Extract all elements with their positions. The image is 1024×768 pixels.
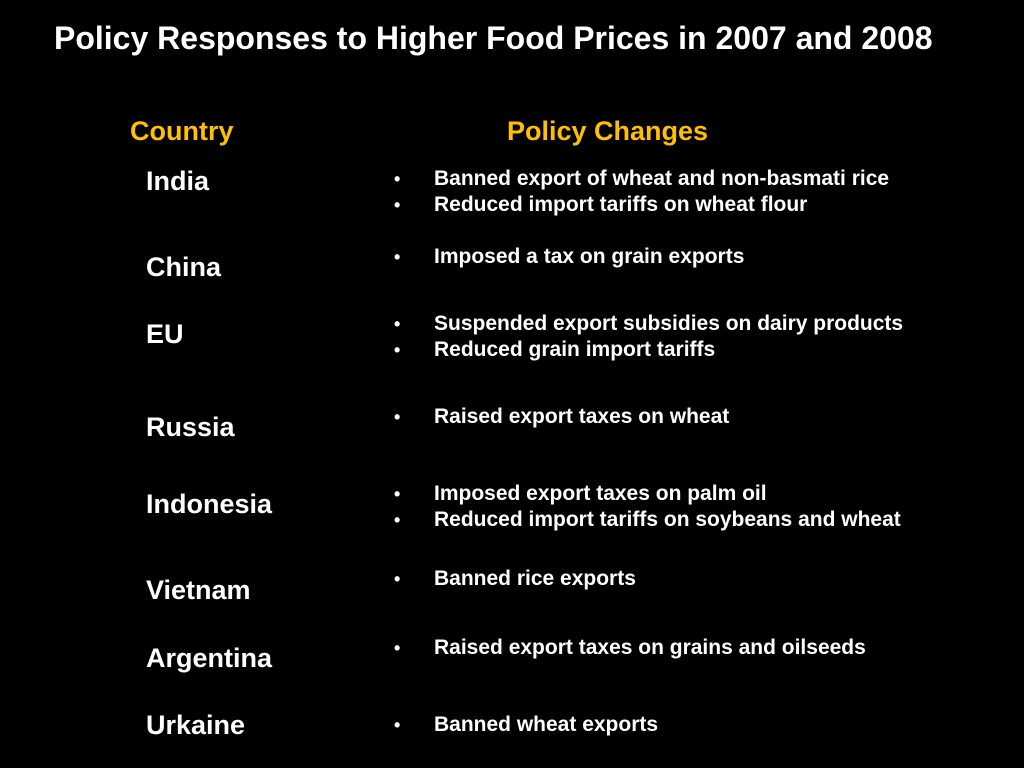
policy-text: Raised export taxes on grains and oilsee… [434,636,866,659]
policy-changes-column-header: Policy Changes [507,116,709,146]
country-name: India [146,166,210,196]
bullet-icon: • [394,247,401,267]
country-name: Russia [146,412,235,442]
policy-list: • Banned export of wheat and non-basmati … [394,166,889,218]
policy-text: Raised export taxes on wheat [434,405,730,428]
policy-item: • Suspended export subsidies on dairy pro… [394,311,903,337]
policy-item: • Banned wheat exports [394,712,658,738]
policy-item: • Reduced import tariffs on wheat flour [394,192,889,218]
bullet-icon: • [394,569,401,589]
policy-list: • Imposed export taxes on palm oil • Reduc… [394,481,901,533]
bullet-icon: • [394,407,401,427]
country-name: China [146,252,222,282]
bullet-icon: • [394,169,401,189]
policy-list: • Imposed a tax on grain exports [394,244,744,270]
policy-list: • Banned wheat exports [394,712,658,738]
policy-text: Banned wheat exports [434,713,659,736]
policy-text: Reduced import tariffs on wheat flour [434,193,808,216]
policy-item: • Raised export taxes on wheat [394,404,729,430]
country-name: Urkaine [146,710,246,740]
country-name: EU [146,319,184,349]
policy-text: Reduced import tariffs on soybeans and w… [434,508,901,531]
policy-list: • Raised export taxes on wheat [394,404,729,430]
bullet-icon: • [394,340,401,360]
slide-title: Policy Responses to Higher Food Prices i… [54,20,933,56]
policy-text: Banned export of wheat and non-basmati r… [434,167,890,190]
bullet-icon: • [394,715,401,735]
policy-list: • Suspended export subsidies on dairy pro… [394,311,903,363]
bullet-icon: • [394,314,401,334]
bullet-icon: • [394,638,401,658]
bullet-icon: • [394,510,401,530]
bullet-icon: • [394,484,401,504]
policy-text: Reduced grain import tariffs [434,338,716,361]
country-name: Indonesia [146,489,273,519]
country-name: Vietnam [146,575,251,605]
country-name: Argentina [146,643,273,673]
bullet-icon: • [394,195,401,215]
policy-item: • Reduced import tariffs on soybeans and … [394,507,901,533]
policy-item: • Banned export of wheat and non-basmati … [394,166,889,192]
policy-item: • Imposed a tax on grain exports [394,244,744,270]
policy-list: • Raised export taxes on grains and oilse… [394,635,866,661]
policy-text: Imposed a tax on grain exports [434,245,745,268]
policy-item: • Imposed export taxes on palm oil [394,481,901,507]
policy-item: • Reduced grain import tariffs [394,337,903,363]
policy-item: • Raised export taxes on grains and oilse… [394,635,866,661]
policy-text: Suspended export subsidies on dairy prod… [434,312,904,335]
policy-text: Imposed export taxes on palm oil [434,482,767,505]
policy-text: Banned rice exports [434,567,636,590]
country-column-header: Country [130,116,234,146]
policy-item: • Banned rice exports [394,566,636,592]
policy-list: • Banned rice exports [394,566,636,592]
